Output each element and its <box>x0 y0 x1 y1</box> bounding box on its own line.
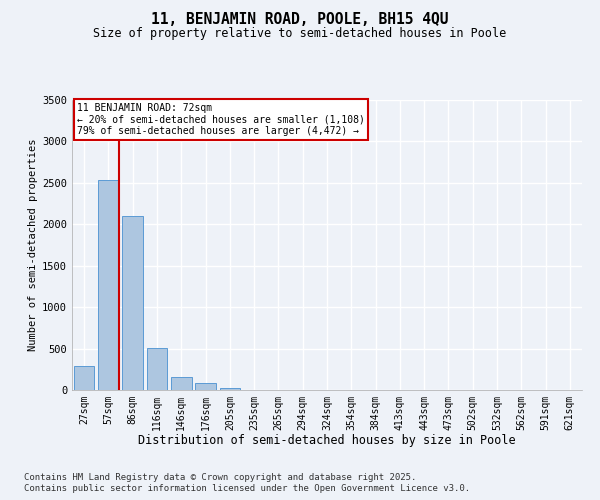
Bar <box>122 216 143 390</box>
Bar <box>220 388 240 390</box>
Bar <box>146 348 167 390</box>
Text: 11, BENJAMIN ROAD, POOLE, BH15 4QU: 11, BENJAMIN ROAD, POOLE, BH15 4QU <box>151 12 449 28</box>
X-axis label: Distribution of semi-detached houses by size in Poole: Distribution of semi-detached houses by … <box>138 434 516 448</box>
Bar <box>98 180 119 390</box>
Bar <box>171 377 191 390</box>
Bar <box>195 384 216 390</box>
Y-axis label: Number of semi-detached properties: Number of semi-detached properties <box>28 138 38 352</box>
Text: 11 BENJAMIN ROAD: 72sqm
← 20% of semi-detached houses are smaller (1,108)
79% of: 11 BENJAMIN ROAD: 72sqm ← 20% of semi-de… <box>77 103 365 136</box>
Text: Size of property relative to semi-detached houses in Poole: Size of property relative to semi-detach… <box>94 28 506 40</box>
Text: Contains HM Land Registry data © Crown copyright and database right 2025.: Contains HM Land Registry data © Crown c… <box>24 472 416 482</box>
Text: Contains public sector information licensed under the Open Government Licence v3: Contains public sector information licen… <box>24 484 470 493</box>
Bar <box>74 366 94 390</box>
